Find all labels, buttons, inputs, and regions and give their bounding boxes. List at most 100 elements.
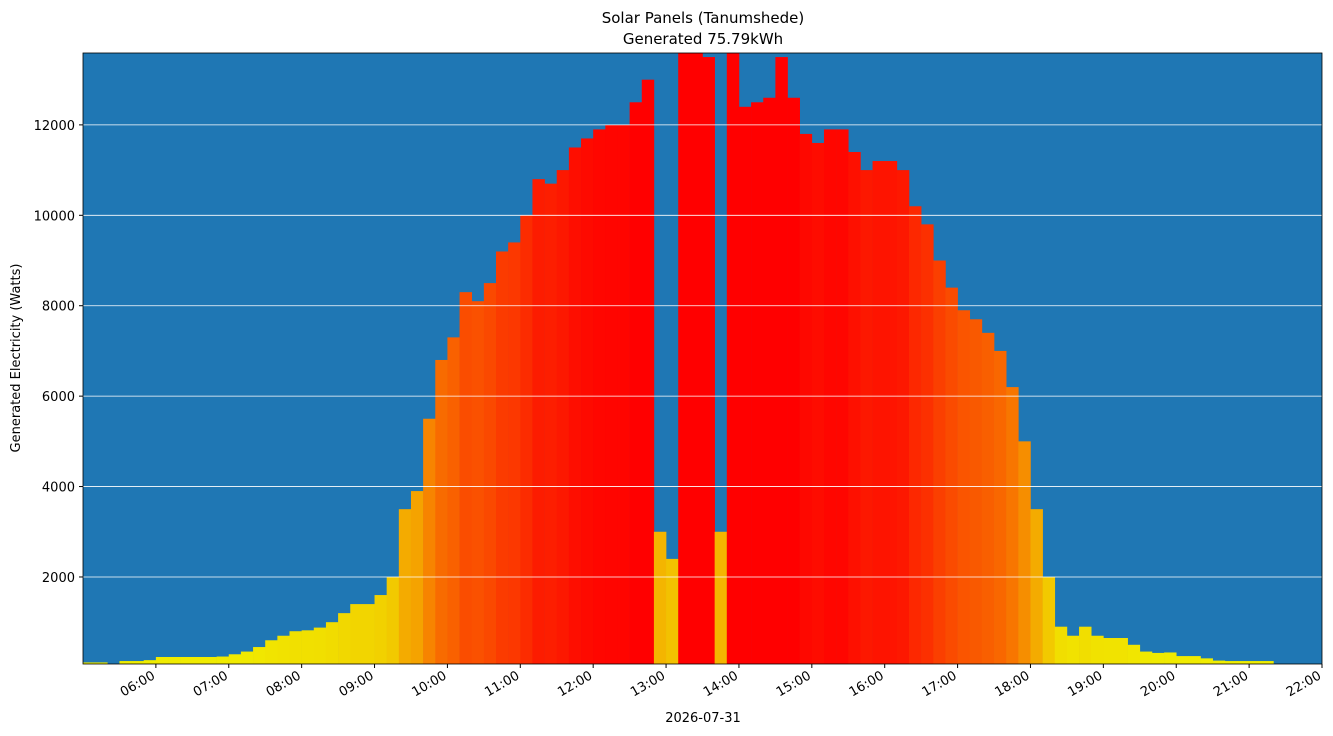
bar (1018, 441, 1031, 664)
bar (143, 660, 157, 664)
x-tick-label: 16:00 (847, 668, 887, 700)
x-tick-label: 21:00 (1211, 668, 1251, 700)
bar (1212, 660, 1226, 664)
bar (1224, 661, 1238, 664)
bar (1042, 576, 1056, 664)
bar (641, 79, 655, 664)
x-tick-label: 18:00 (993, 668, 1033, 700)
bar (95, 662, 108, 664)
bar (168, 656, 181, 664)
bar (799, 133, 813, 664)
bar (653, 531, 667, 664)
bar (1249, 661, 1262, 664)
bar (1054, 626, 1068, 664)
bar (1115, 638, 1128, 664)
bar (325, 622, 339, 664)
bar (994, 350, 1007, 664)
bar (289, 631, 302, 664)
chart-title: Solar Panels (Tanumshede) (602, 9, 805, 27)
bar (1176, 656, 1189, 664)
bar (508, 242, 521, 664)
bar (981, 332, 995, 664)
bar (568, 147, 582, 664)
bar (338, 613, 351, 664)
bar (763, 97, 776, 664)
x-tick-label: 08:00 (264, 668, 304, 700)
bar (909, 206, 922, 664)
bar (617, 124, 630, 665)
y-tick-label: 2000 (42, 571, 75, 586)
bar (423, 418, 436, 664)
bar (726, 53, 740, 664)
x-axis-label: 2026-07-31 (665, 711, 741, 726)
bar (386, 576, 400, 664)
y-axis-label: Generated Electricity (Watts) (9, 264, 24, 453)
bar (775, 57, 788, 665)
bar (1139, 651, 1153, 664)
bar (1127, 644, 1141, 664)
bar (532, 179, 545, 664)
bar (714, 531, 728, 664)
x-tick-label: 15:00 (774, 668, 814, 700)
x-tick-label: 13:00 (628, 668, 668, 700)
bar (1103, 638, 1116, 664)
x-tick-label: 22:00 (1284, 668, 1324, 700)
x-tick-label: 12:00 (555, 668, 595, 700)
x-tick-label: 10:00 (409, 668, 449, 700)
bar (751, 102, 764, 665)
bar (374, 595, 387, 664)
bar (605, 124, 618, 665)
bar (848, 152, 861, 665)
bar (410, 491, 424, 664)
bar (228, 654, 242, 664)
bar (398, 509, 412, 664)
bar (459, 292, 473, 664)
bar (836, 129, 849, 664)
bar (945, 287, 958, 664)
bar (155, 656, 169, 664)
bar (1091, 635, 1104, 664)
bar (131, 661, 145, 664)
bar (787, 97, 800, 664)
bar (884, 161, 898, 665)
bar (180, 656, 193, 664)
bar (690, 53, 703, 664)
bar (1030, 509, 1043, 664)
bar (896, 170, 910, 665)
x-tick-label: 17:00 (920, 668, 960, 700)
bar (921, 224, 934, 664)
x-tick-label: 19:00 (1065, 668, 1105, 700)
bar (362, 604, 375, 664)
bar (483, 283, 497, 664)
x-tick-label: 07:00 (191, 668, 231, 700)
bar (1200, 658, 1213, 664)
y-tick-label: 4000 (42, 481, 75, 496)
bar (119, 661, 132, 664)
chart-subtitle: Generated 75.79kWh (623, 30, 783, 48)
bar (969, 319, 983, 664)
x-tick-label: 20:00 (1138, 668, 1178, 700)
bar (1151, 652, 1165, 664)
x-tick-label: 06:00 (118, 668, 158, 700)
bar (496, 251, 509, 664)
bar (738, 106, 752, 664)
bar (556, 170, 570, 665)
bar (471, 301, 485, 664)
bar (957, 310, 971, 664)
bar (678, 53, 691, 664)
bar (629, 102, 643, 665)
bar (301, 630, 315, 664)
bar (1006, 387, 1019, 664)
bar (1164, 652, 1177, 664)
bar (216, 656, 230, 664)
bar (240, 651, 254, 664)
bar (520, 215, 533, 664)
plot-frame (82, 52, 1323, 665)
bar (860, 170, 873, 665)
bar (277, 635, 290, 664)
bar (666, 558, 679, 664)
bar (265, 640, 278, 664)
bar (811, 142, 825, 665)
bar (933, 260, 946, 664)
bar (1066, 635, 1080, 664)
